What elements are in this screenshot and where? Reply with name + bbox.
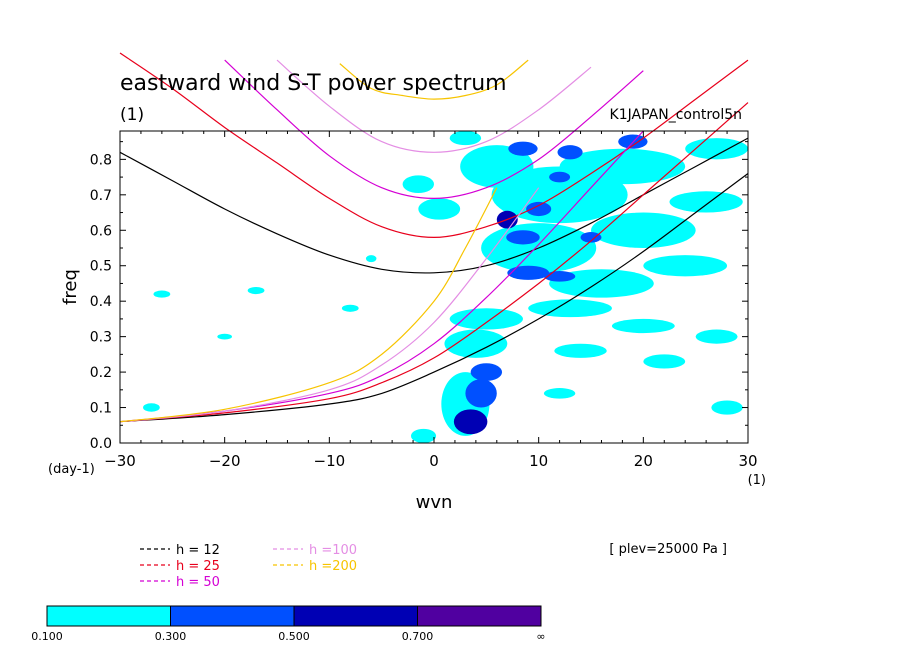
- power-contour-blob: [554, 343, 607, 358]
- power-contour-blob: [559, 148, 686, 185]
- power-contour-blob: [470, 363, 503, 381]
- x-tick-label: −20: [209, 452, 241, 470]
- x-tick-label: −30: [104, 452, 136, 470]
- y-tick-label: 0.1: [90, 401, 112, 417]
- power-contour-blob: [341, 304, 359, 312]
- power-contour-blob: [591, 212, 696, 248]
- power-contour-blob: [449, 131, 482, 146]
- power-contour-blob: [247, 287, 265, 295]
- colorbar-label: 0.300: [155, 630, 187, 643]
- power-contour-blob: [549, 171, 571, 183]
- x-tick-label: 0: [429, 452, 439, 470]
- power-contour-blob: [669, 191, 743, 213]
- y-tick-label: 0.8: [90, 152, 112, 168]
- colorbar-segment: [170, 605, 295, 627]
- dispersion-curve: [119, 52, 749, 239]
- x-unit-label: (1): [748, 473, 766, 488]
- legend-label: h =100: [309, 543, 357, 558]
- power-contour-blob: [508, 141, 538, 156]
- power-contour-blob: [526, 201, 552, 217]
- power-contour-blob: [528, 299, 612, 318]
- legend-label: h =200: [309, 559, 357, 574]
- power-contour-blob: [418, 198, 461, 220]
- power-contour-blob: [449, 308, 523, 330]
- power-contour-blob: [217, 333, 232, 340]
- power-contour-blob: [453, 409, 488, 435]
- colorbar-segment: [46, 605, 171, 627]
- x-axis-label: wvn: [416, 492, 453, 513]
- power-contour-blob: [543, 388, 576, 399]
- power-contour-blob: [685, 138, 748, 160]
- dispersion-curve: [339, 59, 529, 100]
- y-tick-label: 0.7: [90, 188, 112, 204]
- x-tick-label: 30: [738, 452, 757, 470]
- y-tick-label: 0.3: [90, 330, 112, 346]
- power-contour-blob: [365, 255, 377, 263]
- power-contour-blob: [695, 329, 738, 344]
- x-tick-label: 20: [634, 452, 653, 470]
- power-contour-blob: [643, 354, 686, 369]
- power-contour-blob: [507, 265, 550, 280]
- power-contour-blob: [711, 400, 743, 415]
- dispersion-curve: [276, 59, 592, 153]
- power-contour-blob: [580, 232, 602, 243]
- power-contour-blob: [410, 428, 437, 443]
- plev-label: [ plev=25000 Pa ]: [609, 542, 727, 557]
- colorbar-label: 0.100: [31, 630, 63, 643]
- dispersion-curve: [119, 173, 749, 423]
- y-tick-label: 0.6: [90, 223, 112, 239]
- colorbar: 0.100 0.300 0.500 0.700 ∞: [31, 605, 546, 643]
- power-contour-blob: [465, 379, 497, 408]
- x-tick-label: −10: [314, 452, 346, 470]
- colorbar-label: 0.500: [278, 630, 310, 643]
- dataset-label: K1JAPAN_control5n: [610, 107, 742, 123]
- power-contour-blob: [153, 290, 171, 298]
- dispersion-curve: [224, 59, 644, 200]
- y-tick-label: 0.5: [90, 259, 112, 275]
- power-contour-blob: [444, 329, 508, 358]
- legend-label: h = 50: [176, 575, 220, 590]
- power-contour-blob: [611, 318, 675, 334]
- dispersion-curve: [119, 102, 749, 423]
- y-tick-label: 0.0: [90, 436, 112, 452]
- legend-label: h = 25: [176, 559, 220, 574]
- chart-subtitle: (1): [120, 105, 144, 125]
- y-tick-label: 0.4: [90, 294, 112, 310]
- dispersion-curve: [119, 187, 540, 423]
- colorbar-segment: [417, 605, 542, 627]
- colorbar-label: 0.700: [402, 630, 434, 643]
- power-contour-layer: [143, 131, 748, 443]
- power-contour-blob: [143, 403, 160, 412]
- colorbar-label: ∞: [536, 630, 545, 643]
- legend-label: h = 12: [176, 543, 220, 558]
- power-contour-blob: [643, 255, 728, 277]
- dispersion-curve-layer: [119, 52, 749, 423]
- dispersion-curve: [119, 187, 498, 423]
- power-contour-blob: [557, 145, 583, 160]
- y-tick-label: 0.2: [90, 365, 112, 381]
- chart-title: eastward wind S-T power spectrum: [120, 71, 507, 96]
- y-unit-label: (day-1): [48, 462, 95, 477]
- power-contour-blob: [402, 175, 434, 194]
- axis-ticks: −30 −20 −10 0 10 20 30 0.0 0.1 0.2 0.3 0.4 0.5 0.6 0.7…: [90, 131, 758, 470]
- power-contour-blob: [506, 230, 540, 245]
- x-tick-label: 10: [529, 452, 548, 470]
- y-axis-label: freq: [60, 269, 81, 305]
- power-contour-blob: [549, 269, 654, 298]
- colorbar-segment: [293, 605, 418, 627]
